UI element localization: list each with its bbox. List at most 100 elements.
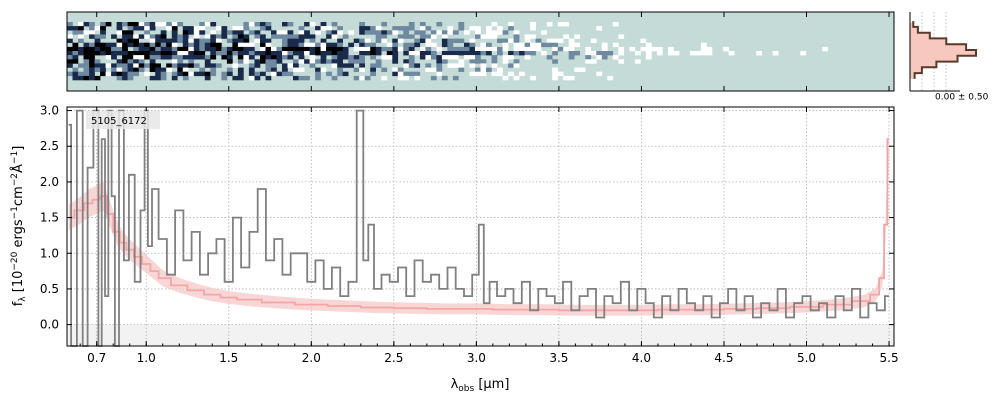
spectrum-2d-pixel [193, 63, 200, 68]
x-tick-label: 4.0 [632, 351, 651, 365]
spectrum-2d-pixel [452, 30, 459, 35]
spectrum-2d-pixel [508, 26, 514, 31]
spectrum-2d-pixel [403, 34, 410, 39]
object-label-box [86, 111, 160, 129]
spectrum-2d-pixel [171, 63, 178, 68]
spectrum-2d-pixel [464, 51, 470, 56]
spectrum-2d-pixel [210, 38, 217, 43]
spectrum-2d-pixel [83, 59, 90, 64]
spectrum-2d-pixel [607, 75, 614, 81]
spectrum-2d-pixel [248, 67, 255, 72]
spectrum-2d-pixel [419, 38, 426, 43]
spectrum-2d-pixel [133, 26, 139, 31]
spectrum-2d-pixel [171, 26, 178, 31]
spectrum-2d-pixel [94, 26, 101, 31]
spectrum-2d-pixel [276, 55, 283, 60]
spectrum-2d-pixel [441, 34, 448, 39]
spectrum-2d-pixel [392, 59, 399, 64]
spectrum-2d-pixel [160, 42, 167, 48]
spectrum-2d-pixel [89, 63, 95, 68]
spectrum-2d-pixel [430, 34, 437, 39]
spectrum-2d-pixel [392, 46, 399, 52]
spectrum-2d-pixel [386, 55, 393, 60]
spectrum-2d-pixel [331, 59, 338, 64]
spectrum-2d-pixel [337, 71, 343, 77]
spectrum-2d-pixel [563, 22, 569, 27]
spectrum-2d-pixel [298, 59, 305, 64]
spectrum-2d-pixel [237, 59, 244, 64]
spectrum-2d-pixel [392, 67, 399, 72]
spectrum-2d-pixel [89, 26, 95, 31]
spectrum-2d-pixel [618, 34, 625, 39]
spectrum-2d-pixel [144, 34, 150, 39]
spectrum-2d-pixel [182, 71, 189, 77]
spectrum-2d-pixel [656, 46, 663, 52]
spectrum-2d-pixel [414, 51, 421, 56]
spectrum-2d-pixel [94, 42, 101, 48]
spectrum-2d-pixel [111, 67, 117, 72]
spectrum-2d-pixel [199, 71, 206, 77]
spectrum-2d-pixel [293, 63, 299, 68]
x-tick-label: 3.0 [467, 351, 486, 365]
spectrum-2d-pixel [353, 55, 360, 60]
spectrum-2d-pixel [370, 55, 376, 60]
spectrum-2d-pixel [320, 46, 327, 52]
spectrum-2d-pixel [436, 59, 443, 64]
spectrum-2d-pixel [282, 42, 288, 48]
spectrum-2d-pixel [331, 22, 338, 27]
spectrum-2d-pixel [309, 42, 316, 48]
spectrum-2d-pixel [94, 63, 101, 68]
spectrum-2d-pixel [337, 55, 343, 60]
spectrum-2d-pixel [645, 55, 652, 60]
spectrum-2d-pixel [298, 75, 305, 81]
spectrum-2d-pixel [204, 22, 211, 27]
spectrum-2d-pixel [177, 55, 184, 60]
spectrum-2d-pixel [138, 59, 145, 64]
spectrum-2d-pixel [210, 71, 217, 77]
spectrum-2d-pixel [397, 34, 404, 39]
spectrum-2d-pixel [530, 75, 536, 81]
spectrum-2d-pixel [260, 71, 266, 77]
spectrum-2d-pixel [67, 71, 73, 77]
spectrum-2d-pixel [403, 42, 410, 48]
spectrum-2d-pixel [122, 59, 128, 64]
spectrum-2d-pixel [105, 55, 112, 60]
spectrum-2d-pixel [458, 63, 465, 68]
spectrum-2d-pixel [78, 46, 84, 52]
spectrum-2d-pixel [276, 51, 283, 56]
spectrum-2d-pixel [552, 42, 558, 48]
spectrum-2d-pixel [193, 38, 200, 43]
spectrum-2d-pixel [375, 38, 382, 43]
spectrum-2d-pixel [171, 71, 178, 77]
spectrum-2d-pixel [215, 34, 222, 39]
spectrum-2d-pixel [271, 71, 277, 77]
spectrum-2d-pixel [530, 42, 536, 48]
spectrum-2d-pixel [557, 46, 564, 52]
spectrum-2d-pixel [668, 51, 674, 56]
spectrum-2d-pixel [254, 30, 261, 35]
spectrum-2d-pixel [436, 63, 443, 68]
spectrum-2d-pixel [204, 46, 211, 52]
spectrum-2d-pixel [656, 51, 663, 56]
profile-annotation: 0.00 ± 0.50 [935, 93, 989, 103]
spectrum-2d-pixel [458, 26, 465, 31]
spectrum-2d-pixel [133, 51, 139, 56]
spectrum-2d-pixel [408, 22, 415, 27]
spectrum-2d-pixel [237, 75, 244, 81]
spectrum-2d-pixel [381, 34, 388, 39]
spectrum-2d-pixel [293, 38, 299, 43]
spectrum-2d-pixel [364, 38, 371, 43]
spectrum-2d-pixel [574, 51, 580, 56]
spectrum-2d-pixel [502, 38, 509, 43]
spectrum-2d-pixel [287, 22, 294, 27]
spectrum-2d-pixel [436, 67, 443, 72]
spectrum-2d-pixel [248, 42, 255, 48]
spectrum-2d-pixel [265, 46, 272, 52]
spectrum-2d-pixel [447, 55, 454, 60]
spectrum-2d-pixel [204, 38, 211, 43]
y-tick-label: 1.0 [40, 246, 59, 260]
spectrum-2d-pixel [645, 46, 652, 52]
spectrum-2d-pixel [458, 38, 465, 43]
spectrum-2d-pixel [601, 51, 608, 56]
spectrum-2d-pixel [188, 63, 195, 68]
